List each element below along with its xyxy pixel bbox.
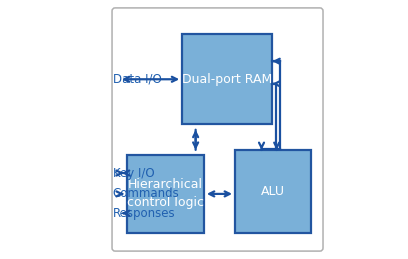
Text: Dual-port RAM: Dual-port RAM <box>182 73 272 86</box>
FancyBboxPatch shape <box>112 8 323 251</box>
Text: Hierarchical
control logic: Hierarchical control logic <box>127 178 204 210</box>
Bar <box>182 34 272 124</box>
Bar <box>127 155 204 233</box>
Text: Key I/O: Key I/O <box>113 167 154 179</box>
Text: ALU: ALU <box>261 185 285 198</box>
Text: Commands: Commands <box>113 188 179 200</box>
Text: Responses: Responses <box>113 207 175 220</box>
Text: Data I/O: Data I/O <box>113 73 161 86</box>
Bar <box>235 150 311 233</box>
